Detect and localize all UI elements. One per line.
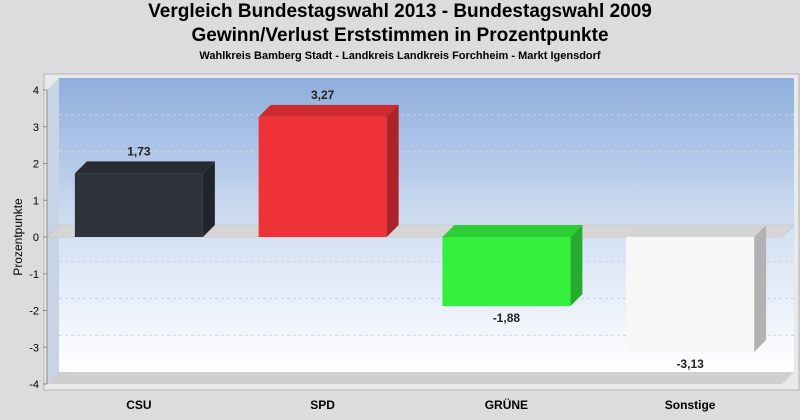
- chart-title: Vergleich Bundestagswahl 2013 - Bundesta…: [148, 1, 652, 22]
- y-axis-label: Prozentpunkte: [11, 198, 25, 276]
- x-tick-label: Sonstige: [665, 398, 716, 412]
- data-label: -3,13: [676, 357, 704, 371]
- bar-side: [202, 161, 215, 237]
- x-tick-label: SPD: [310, 398, 335, 412]
- chart-subtitle: Gewinn/Verlust Erststimmen in Prozentpun…: [191, 25, 609, 46]
- data-label: 1,73: [127, 144, 151, 158]
- bar-sonstige: [626, 225, 767, 353]
- y-tick-label: 3: [33, 122, 39, 134]
- y-tick-label: -4: [29, 379, 39, 391]
- chart-region-subtitle: Wahlkreis Bamberg Stadt - Landkreis Land…: [199, 50, 601, 62]
- bar-top: [626, 225, 767, 237]
- bar-side: [570, 225, 583, 307]
- y-tick-label: -1: [29, 269, 39, 281]
- y-tick-label: 1: [33, 195, 39, 207]
- bar-front: [626, 237, 755, 353]
- bar-top: [74, 161, 215, 174]
- chart-titles: Vergleich Bundestagswahl 2013 - Bundesta…: [0, 0, 800, 63]
- bar-front: [258, 116, 387, 237]
- y-tick-label: 2: [33, 159, 39, 171]
- bar-side: [386, 104, 399, 237]
- bar-csu: [74, 161, 215, 237]
- data-label: 3,27: [311, 88, 335, 102]
- y-tick-label: 0: [33, 232, 39, 244]
- y-tick-label: 4: [33, 85, 39, 97]
- bar-top: [442, 225, 583, 237]
- bar-front: [442, 237, 571, 307]
- data-label: -1,88: [493, 311, 521, 325]
- y-tick-label: -3: [29, 342, 39, 354]
- y-tick-label: -2: [29, 306, 39, 318]
- bar-gr-ne: [442, 225, 583, 307]
- x-tick-label: GRÜNE: [485, 397, 528, 412]
- plot-floor: [47, 372, 794, 384]
- bar-side: [754, 225, 767, 353]
- bar-spd: [258, 104, 399, 237]
- x-tick-label: CSU: [126, 398, 151, 412]
- bar-top: [258, 104, 399, 117]
- bar-front: [74, 173, 203, 237]
